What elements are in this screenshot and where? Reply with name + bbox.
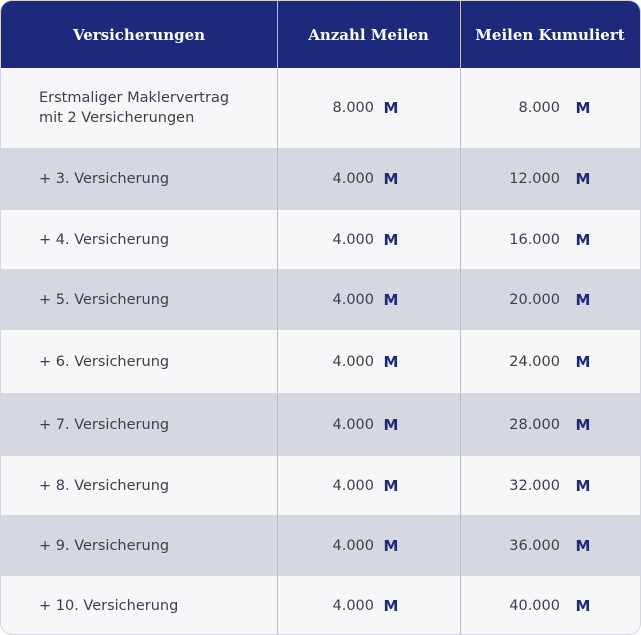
row-miles-cell: 8.000 M <box>277 68 460 148</box>
row-cumulative: 8.000 <box>518 100 560 116</box>
table-row: + 9. Versicherung 4.000 M 36.000 M <box>1 515 640 576</box>
row-miles-cell: 4.000 M <box>277 456 460 515</box>
miles-icon: M <box>383 99 399 117</box>
miles-icon: M <box>575 597 591 615</box>
row-miles: 4.000 <box>332 291 374 308</box>
table-row: + 8. Versicherung 4.000 M 32.000 M <box>1 456 640 515</box>
row-miles: 4.000 <box>332 598 374 614</box>
row-miles-cell: 4.000 M <box>277 148 460 210</box>
row-label: + 10. Versicherung <box>39 598 179 614</box>
row-cumulative: 36.000 <box>509 537 560 554</box>
miles-icon: M <box>383 170 399 188</box>
row-label: + 5. Versicherung <box>39 291 170 308</box>
column-divider <box>277 1 278 634</box>
row-cumulative-cell: 16.000 M <box>460 210 640 269</box>
miles-icon: M <box>383 536 399 555</box>
row-miles: 4.000 <box>332 171 374 187</box>
column-divider <box>460 1 461 634</box>
row-cumulative-cell: 40.000 M <box>460 576 640 634</box>
miles-icon: M <box>575 290 591 309</box>
row-miles: 4.000 <box>332 477 374 494</box>
row-cumulative: 32.000 <box>509 477 560 494</box>
row-cumulative: 20.000 <box>509 291 560 308</box>
header-anzahl-meilen: Anzahl Meilen <box>308 25 429 44</box>
table-body: Erstmaliger Maklervertrag mit 2 Versiche… <box>1 68 640 634</box>
miles-icon: M <box>575 476 591 495</box>
row-label: + 3. Versicherung <box>39 171 170 187</box>
row-miles-cell: 4.000 M <box>277 515 460 576</box>
row-label: + 4. Versicherung <box>39 231 170 248</box>
row-cumulative: 28.000 <box>509 416 560 433</box>
row-cumulative: 40.000 <box>509 598 560 614</box>
table-row: + 3. Versicherung 4.000 M 12.000 M <box>1 148 640 210</box>
miles-icon: M <box>383 352 399 371</box>
row-cumulative-cell: 28.000 M <box>460 393 640 456</box>
row-cumulative-cell: 8.000 M <box>460 68 640 148</box>
miles-icon: M <box>575 230 591 249</box>
table-row: Erstmaliger Maklervertrag mit 2 Versiche… <box>1 68 640 148</box>
row-cumulative: 12.000 <box>509 171 560 187</box>
row-miles: 4.000 <box>332 231 374 248</box>
miles-icon: M <box>575 352 591 371</box>
row-label: + 8. Versicherung <box>39 477 170 494</box>
row-cumulative-cell: 36.000 M <box>460 515 640 576</box>
miles-icon: M <box>383 230 399 249</box>
row-label: + 7. Versicherung <box>39 416 170 433</box>
row-cumulative-cell: 12.000 M <box>460 148 640 210</box>
row-miles: 4.000 <box>332 353 374 370</box>
miles-icon: M <box>575 415 591 434</box>
row-miles-cell: 4.000 M <box>277 269 460 330</box>
header-meilen-kumuliert: Meilen Kumuliert <box>475 25 625 44</box>
miles-icon: M <box>575 536 591 555</box>
miles-icon: M <box>383 597 399 615</box>
miles-icon: M <box>383 476 399 495</box>
miles-icon: M <box>383 290 399 309</box>
row-cumulative-cell: 20.000 M <box>460 269 640 330</box>
table-header: Versicherungen Anzahl Meilen Meilen Kumu… <box>1 1 640 68</box>
row-miles-cell: 4.000 M <box>277 210 460 269</box>
row-cumulative-cell: 32.000 M <box>460 456 640 515</box>
row-miles: 8.000 <box>332 100 374 116</box>
row-cumulative-cell: 24.000 M <box>460 330 640 393</box>
row-label: Erstmaliger Maklervertrag mit 2 Versiche… <box>39 90 230 126</box>
table-row: + 4. Versicherung 4.000 M 16.000 M <box>1 210 640 269</box>
table-row: + 10. Versicherung 4.000 M 40.000 M <box>1 576 640 634</box>
row-cumulative: 24.000 <box>509 353 560 370</box>
row-miles-cell: 4.000 M <box>277 393 460 456</box>
table-row: + 6. Versicherung 4.000 M 24.000 M <box>1 330 640 393</box>
row-cumulative: 16.000 <box>509 231 560 248</box>
row-miles-cell: 4.000 M <box>277 576 460 634</box>
miles-icon: M <box>383 415 399 434</box>
row-label: + 6. Versicherung <box>39 353 170 370</box>
row-label: + 9. Versicherung <box>39 537 170 554</box>
miles-icon: M <box>575 99 591 117</box>
row-miles: 4.000 <box>332 416 374 433</box>
table-row: + 5. Versicherung 4.000 M 20.000 M <box>1 269 640 330</box>
row-miles-cell: 4.000 M <box>277 330 460 393</box>
table-row: + 7. Versicherung 4.000 M 28.000 M <box>1 393 640 456</box>
miles-icon: M <box>575 170 591 188</box>
row-miles: 4.000 <box>332 537 374 554</box>
header-versicherungen: Versicherungen <box>72 25 206 44</box>
